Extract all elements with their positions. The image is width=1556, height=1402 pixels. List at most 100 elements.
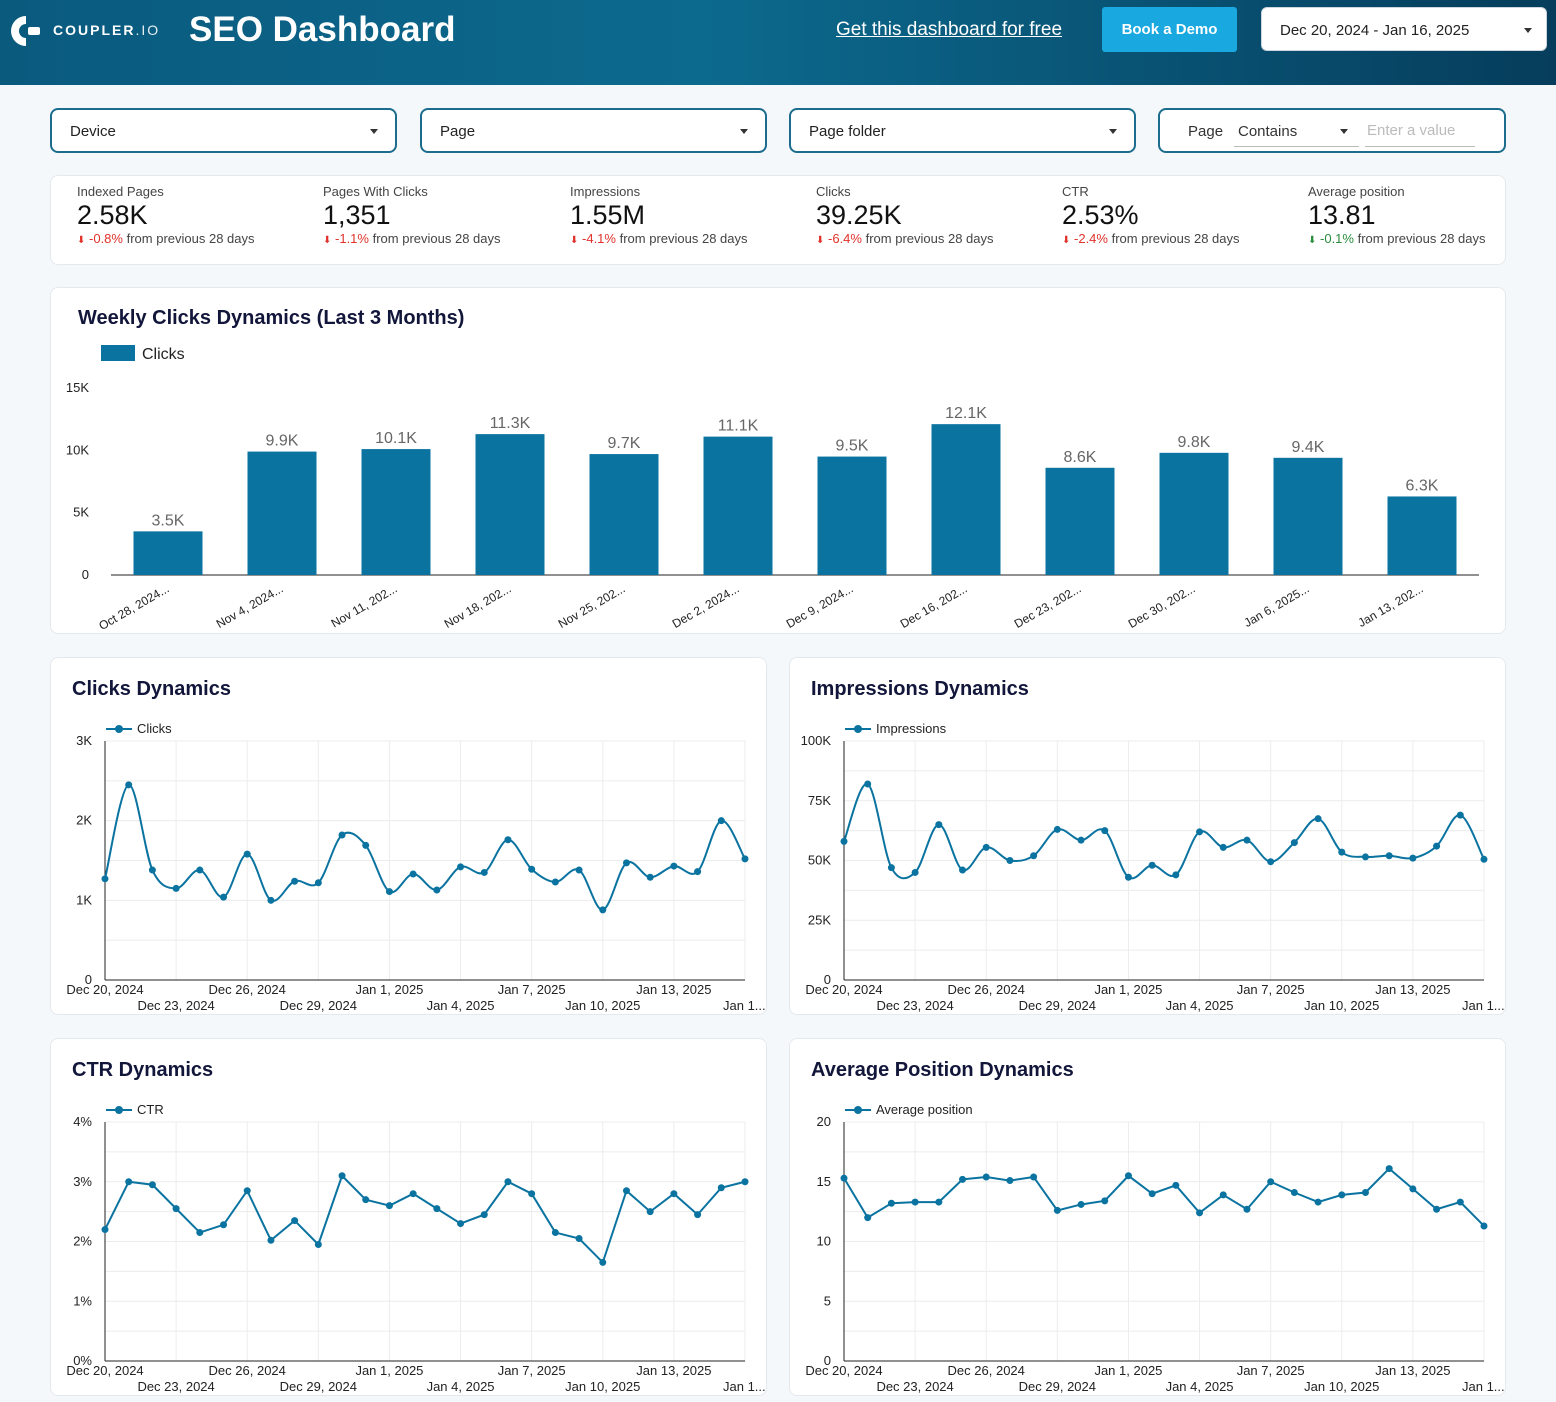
bar	[361, 449, 431, 575]
data-point	[528, 1190, 536, 1198]
x-tick-label: Dec 29, 2024	[280, 1379, 357, 1394]
kpi-delta: ⬇ -1.1% from previous 28 days	[323, 231, 501, 246]
x-tick-label: Jan 1...	[723, 998, 766, 1013]
bar	[817, 456, 887, 575]
kpi-label: CTR	[1062, 184, 1089, 199]
x-tick-label: Dec 30, 202...	[1126, 581, 1198, 630]
page-filter[interactable]: Page	[420, 108, 767, 153]
device-filter[interactable]: Device	[50, 108, 397, 153]
x-tick-label: Dec 23, 2024	[876, 1379, 953, 1394]
data-point	[1480, 855, 1488, 863]
kpi-value: 2.58K	[77, 200, 148, 230]
data-point	[504, 1178, 512, 1186]
data-point	[1314, 815, 1322, 823]
legend-marker	[115, 1106, 123, 1114]
x-tick-label: Jan 10, 2025	[1304, 998, 1379, 1013]
y-tick-label: 100K	[801, 733, 832, 748]
x-tick-label: Jan 10, 2025	[565, 998, 640, 1013]
data-point	[694, 1211, 702, 1219]
data-point	[1006, 1177, 1014, 1185]
data-point	[959, 866, 967, 874]
data-point	[1290, 1189, 1298, 1197]
y-tick-label: 0	[85, 972, 92, 987]
kpi-delta-value: -1.1%	[335, 231, 369, 246]
kpi-delta-suffix: from previous 28 days	[865, 231, 994, 246]
legend-label: Average position	[876, 1102, 973, 1117]
book-demo-button[interactable]: Book a Demo	[1102, 7, 1237, 52]
data-point	[935, 821, 943, 829]
y-tick-label: 10K	[66, 442, 89, 457]
kpi-delta-suffix: from previous 28 days	[126, 231, 255, 246]
bar-data-label: 9.4K	[1292, 439, 1325, 456]
chevron-down-icon	[1524, 28, 1532, 33]
data-point	[1314, 1198, 1322, 1206]
page-value-placeholder: Enter a value	[1367, 122, 1456, 139]
data-point	[840, 1174, 848, 1182]
data-point	[433, 886, 441, 894]
data-point	[1196, 828, 1204, 836]
data-point	[409, 1190, 417, 1198]
x-tick-label: Nov 25, 202...	[556, 581, 628, 630]
get-dashboard-link[interactable]: Get this dashboard for free	[836, 19, 1063, 40]
data-point	[125, 1178, 133, 1186]
x-tick-label: Jan 4, 2025	[1166, 1379, 1234, 1394]
legend-label: CTR	[137, 1102, 164, 1117]
legend-label: Clicks	[142, 346, 185, 363]
data-point	[1196, 1209, 1204, 1217]
series-line	[843, 783, 1485, 880]
data-point	[433, 1205, 441, 1213]
chevron-down-icon	[740, 129, 748, 134]
data-point	[1456, 811, 1464, 819]
date-range-selector[interactable]: Dec 20, 2024 - Jan 16, 2025	[1261, 7, 1547, 51]
operator-select[interactable]: Contains	[1234, 116, 1359, 147]
y-tick-label: 0	[82, 567, 89, 582]
x-tick-label: Dec 23, 2024	[876, 998, 953, 1013]
clicks-chart: Clicks 0 1K 2K 3K Dec 20, 2024 Dec 26, 2024 Jan…	[66, 721, 766, 1013]
y-tick-label: 10	[817, 1234, 831, 1249]
weekly-clicks-card: Weekly Clicks Dynamics (Last 3 Months) C…	[50, 287, 1506, 634]
kpi-delta: ⬇ -2.4% from previous 28 days	[1062, 231, 1240, 246]
data-point	[741, 1178, 749, 1186]
kpi-clicks: Clicks 39.25K ⬇ -6.4% from previous 28 day…	[816, 184, 994, 246]
data-point	[409, 870, 417, 878]
x-tick-label: Jan 10, 2025	[565, 1379, 640, 1394]
page-folder-filter[interactable]: Page folder	[789, 108, 1136, 153]
bar	[1387, 496, 1457, 575]
page-value-input[interactable]: Enter a value	[1365, 116, 1475, 147]
kpi-pages-with-clicks: Pages With Clicks 1,351 ⬇ -1.1% from previ…	[323, 184, 501, 246]
x-tick-label: Dec 29, 2024	[1019, 998, 1096, 1013]
x-tick-label: Dec 26, 2024	[209, 982, 286, 997]
series-line	[843, 1167, 1485, 1227]
data-point	[1053, 825, 1061, 833]
kpi-delta-value: -0.8%	[89, 231, 123, 246]
clicks-chart-title: Clicks Dynamics	[72, 678, 231, 700]
arrow-down-icon: ⬇	[323, 235, 332, 246]
clicks-dynamics-card: Clicks Dynamics Clicks 0 1K 2K 3K Dec 20, 202…	[50, 657, 767, 1015]
arrow-down-icon: ⬇	[816, 235, 825, 246]
y-tick-label: 1%	[73, 1293, 92, 1308]
data-point	[1077, 1200, 1085, 1208]
data-point	[1433, 1205, 1441, 1213]
coupler-logo-icon	[11, 16, 40, 46]
x-tick-label: Dec 29, 2024	[280, 998, 357, 1013]
weekly-clicks-chart: Clicks 0 5K 10K 15K 3.5K Oct 28, 2024... 9.9K No…	[66, 345, 1479, 633]
bar	[1045, 467, 1115, 575]
impressions-dynamics-card: Impressions Dynamics Impressions 0 25K 50K 7…	[789, 657, 1506, 1015]
data-point	[646, 873, 654, 881]
x-tick-label: Jan 7, 2025	[1237, 982, 1305, 997]
chevron-down-icon	[370, 129, 378, 134]
data-point	[1480, 1222, 1488, 1230]
bar-data-label: 9.5K	[836, 438, 869, 455]
data-point	[196, 1229, 204, 1237]
device-filter-label: Device	[70, 123, 116, 140]
x-tick-label: Dec 20, 2024	[805, 982, 882, 997]
y-tick-label: 2%	[73, 1234, 92, 1249]
data-point	[1148, 1190, 1156, 1198]
y-tick-label: 3K	[76, 733, 92, 748]
data-point	[172, 1205, 180, 1213]
kpi-delta-suffix: from previous 28 days	[1111, 231, 1240, 246]
data-point	[1148, 861, 1156, 869]
x-tick-label: Jan 6, 2025...	[1242, 581, 1312, 629]
